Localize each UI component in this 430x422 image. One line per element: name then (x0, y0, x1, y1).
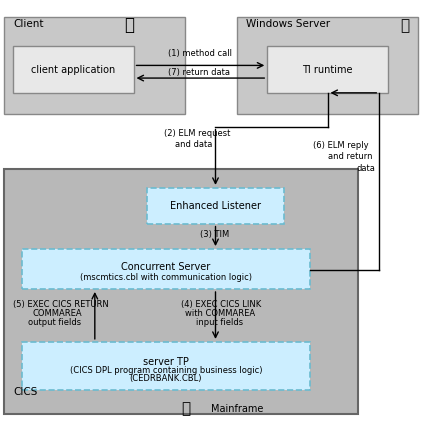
Text: client application: client application (31, 65, 115, 75)
Text: (3) TIM: (3) TIM (200, 230, 229, 239)
FancyBboxPatch shape (267, 46, 387, 93)
Text: output fields: output fields (28, 318, 81, 327)
Text: Client: Client (13, 19, 43, 29)
Text: (7) return data: (7) return data (168, 68, 230, 77)
Text: 🖥: 🖥 (180, 400, 190, 416)
Text: input fields: input fields (196, 318, 243, 327)
Text: COMMAREA: COMMAREA (32, 309, 82, 318)
Text: (5) EXEC CICS RETURN: (5) EXEC CICS RETURN (13, 300, 108, 308)
Text: and return: and return (328, 152, 372, 162)
Text: Windows Server: Windows Server (245, 19, 329, 29)
Text: with COMMAREA: with COMMAREA (185, 309, 255, 318)
Text: (CICS DPL program containing business logic): (CICS DPL program containing business lo… (70, 365, 261, 375)
Text: CICS: CICS (13, 387, 37, 397)
FancyBboxPatch shape (22, 342, 310, 390)
FancyBboxPatch shape (237, 17, 417, 114)
FancyBboxPatch shape (22, 249, 310, 289)
Text: 🖥: 🖥 (124, 16, 134, 34)
Text: 🖨: 🖨 (399, 18, 409, 33)
Text: TI runtime: TI runtime (301, 65, 352, 75)
Text: (CEDRBANK.CBL): (CEDRBANK.CBL) (129, 374, 202, 383)
FancyBboxPatch shape (4, 17, 185, 114)
Text: Concurrent Server: Concurrent Server (121, 262, 210, 272)
Text: (2) ELM request: (2) ELM request (163, 129, 230, 138)
Text: Enhanced Listener: Enhanced Listener (169, 200, 261, 211)
Text: server TP: server TP (143, 357, 188, 367)
Text: (1) method call: (1) method call (168, 49, 231, 58)
Text: Mainframe: Mainframe (211, 403, 263, 414)
Text: data: data (355, 164, 374, 173)
Text: (mscmtics.cbl with communication logic): (mscmtics.cbl with communication logic) (80, 273, 252, 282)
FancyBboxPatch shape (146, 188, 284, 224)
Text: (4) EXEC CICS LINK: (4) EXEC CICS LINK (181, 300, 261, 308)
Text: and data: and data (174, 140, 212, 149)
FancyBboxPatch shape (13, 46, 133, 93)
Text: (6) ELM reply: (6) ELM reply (312, 141, 368, 150)
FancyBboxPatch shape (4, 169, 357, 414)
